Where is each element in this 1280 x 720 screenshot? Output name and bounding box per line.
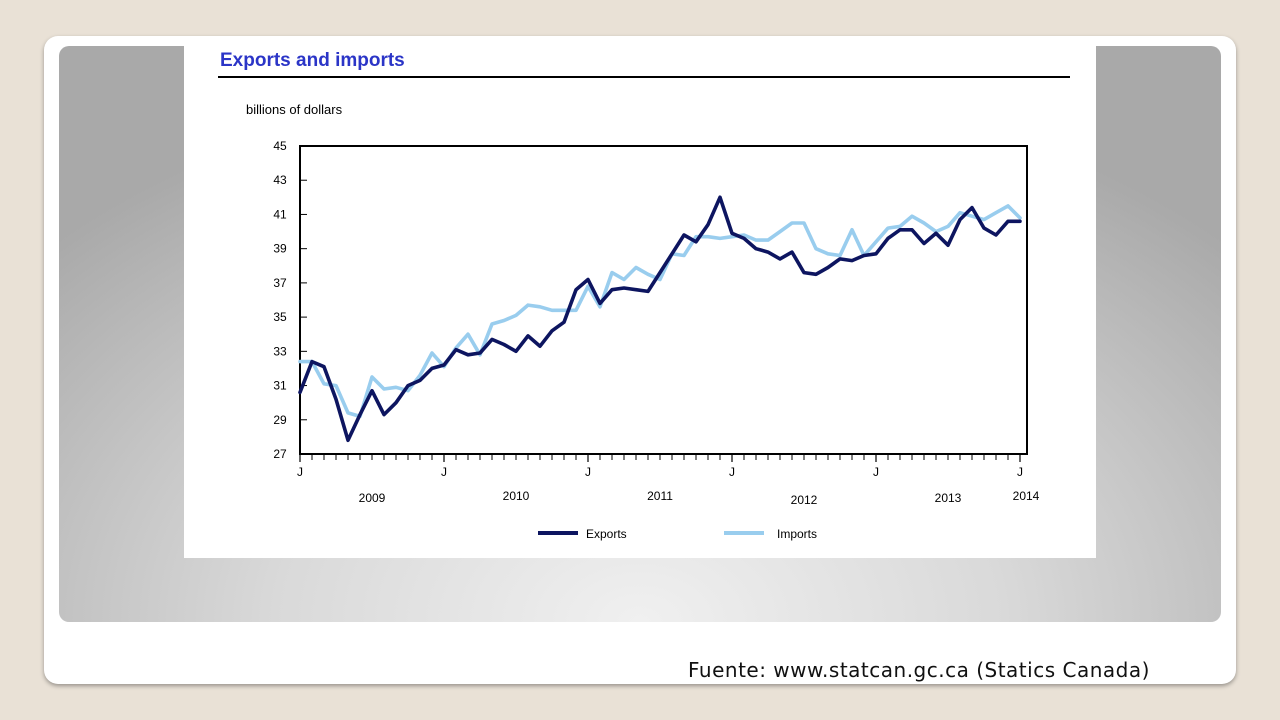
x-tick-label: J — [873, 465, 879, 479]
x-tick-label: J — [1017, 465, 1023, 479]
x-tick-label: J — [729, 465, 735, 479]
line-chart: 27 29 31 33 35 37 39 41 43 45 J J J J J J 2009 2010 2011 20… — [273, 139, 1040, 541]
series-line-imports — [298, 204, 1022, 419]
series-line-exports — [298, 195, 1022, 443]
y-tick-label: 45 — [273, 139, 287, 153]
y-tick-label: 31 — [273, 379, 287, 393]
y-tick-label: 35 — [273, 310, 287, 324]
y-axis-unit-label: billions of dollars — [246, 102, 343, 117]
y-tick-label: 37 — [273, 276, 287, 290]
y-tick-label: 43 — [273, 173, 287, 187]
y-tick-label: 27 — [273, 447, 287, 461]
chart-title: Exports and imports — [220, 50, 405, 71]
source-caption: Fuente: www.statcan.gc.ca (Statics Canad… — [688, 658, 1150, 682]
x-year-label: 2013 — [935, 491, 962, 505]
y-tick-label: 33 — [273, 344, 287, 358]
x-year-label: 2009 — [359, 491, 386, 505]
legend-label-exports: Exports — [586, 527, 627, 541]
title-divider — [218, 76, 1070, 78]
x-tick-label: J — [297, 465, 303, 479]
x-tick-label: J — [585, 465, 591, 479]
y-tick-label: 39 — [273, 242, 287, 256]
x-year-label: 2010 — [503, 489, 530, 503]
x-tick-label: J — [441, 465, 447, 479]
legend-label-imports: Imports — [777, 527, 817, 541]
y-tick-label: 41 — [273, 207, 287, 221]
x-year-label: 2011 — [647, 489, 673, 503]
x-year-label: 2012 — [791, 493, 818, 507]
x-year-label: 2014 — [1013, 489, 1040, 503]
chart-container: Exports and imports billions of dollars … — [184, 46, 1096, 558]
plot-frame — [299, 145, 1028, 455]
y-tick-label: 29 — [273, 413, 287, 427]
